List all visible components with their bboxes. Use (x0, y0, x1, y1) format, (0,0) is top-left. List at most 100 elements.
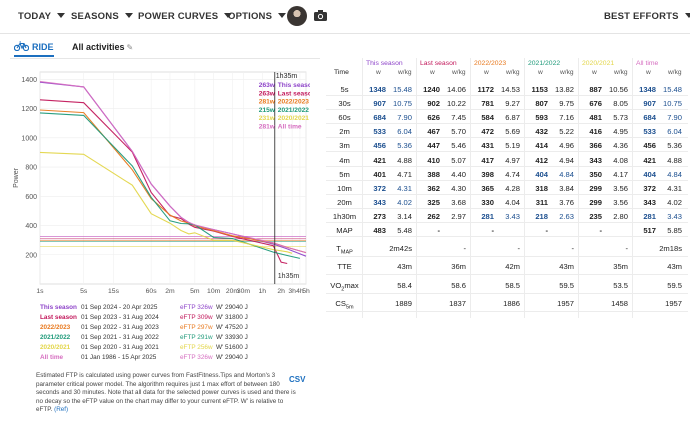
watts-cell[interactable]: 584 (481, 113, 494, 123)
wkg-cell[interactable]: 15.48 (662, 85, 682, 94)
wkg-cell[interactable]: 3.56 (613, 183, 628, 193)
watts-cell[interactable]: 456 (643, 141, 656, 151)
wkg-cell[interactable]: 3.14 (397, 211, 412, 221)
watts-cell[interactable]: 350 (589, 169, 602, 179)
wkg-cell[interactable]: 4.94 (559, 155, 574, 165)
watts-cell[interactable]: 366 (589, 141, 602, 151)
watts-cell[interactable]: 365 (481, 183, 494, 193)
watts-cell[interactable]: 676 (589, 99, 602, 109)
wkg-cell[interactable]: 4.97 (505, 155, 520, 165)
wkg-cell[interactable]: 5.73 (613, 113, 628, 123)
watts-cell[interactable]: 401 (373, 169, 386, 179)
wkg-cell[interactable]: 4.95 (613, 127, 628, 137)
season-column-header[interactable]: All time (636, 60, 659, 67)
summary-value[interactable]: 58.5 (505, 280, 520, 290)
wkg-cell[interactable]: 4.30 (451, 183, 466, 193)
wkg-cell[interactable]: 5.69 (505, 127, 520, 137)
summary-value[interactable]: 59.5 (667, 280, 682, 290)
summary-value[interactable]: 1957 (665, 298, 682, 308)
summary-value[interactable]: 36m (451, 262, 466, 272)
summary-value[interactable]: 58.6 (451, 280, 466, 290)
watts-cell[interactable]: 273 (373, 211, 386, 221)
wkg-cell[interactable]: 7.90 (397, 113, 412, 123)
season-column-header[interactable]: 2021/2022 (528, 60, 561, 67)
wkg-cell[interactable]: 7.16 (559, 113, 574, 123)
watts-cell[interactable]: 416 (589, 127, 602, 137)
watts-cell[interactable]: 483 (373, 226, 386, 235)
best-efforts-menu[interactable]: BEST EFFORTS (604, 11, 690, 22)
watts-cell[interactable]: 481 (589, 113, 602, 123)
watts-cell[interactable]: 421 (643, 155, 656, 165)
watts-cell[interactable]: 281 (643, 211, 656, 221)
watts-cell[interactable]: 417 (481, 155, 494, 165)
watts-cell[interactable]: 456 (373, 141, 386, 151)
watts-cell[interactable]: 467 (427, 127, 440, 137)
summary-value[interactable]: 1889 (395, 298, 412, 308)
wkg-cell[interactable]: 5.70 (451, 127, 466, 137)
watts-cell[interactable]: 902 (427, 99, 440, 109)
watts-cell[interactable]: 362 (427, 183, 440, 193)
watts-cell[interactable]: 421 (373, 155, 386, 165)
watts-cell[interactable]: 262 (427, 211, 440, 221)
watts-cell[interactable]: - (437, 226, 440, 235)
pencil-icon[interactable]: ✎ (126, 43, 134, 52)
csv-button[interactable]: CSV (289, 375, 306, 384)
watts-cell[interactable]: 472 (481, 127, 494, 137)
camera-icon[interactable] (314, 10, 327, 21)
summary-value[interactable]: 2m18s (659, 244, 682, 254)
wkg-cell[interactable]: 10.56 (608, 85, 628, 94)
legend-row[interactable]: 2020/2021 01 Sep 2020 - 31 Aug 2021 eFTP 2… (40, 344, 320, 354)
watts-cell[interactable]: 404 (535, 169, 548, 179)
watts-cell[interactable]: 330 (481, 197, 494, 207)
seasons-menu[interactable]: SEASONS (71, 11, 133, 22)
summary-value[interactable]: - (571, 244, 574, 254)
watts-cell[interactable]: 372 (643, 183, 656, 193)
season-column-header[interactable]: Last season (420, 60, 457, 67)
watts-cell[interactable]: 281 (481, 211, 494, 221)
watts-cell[interactable]: 907 (643, 99, 656, 109)
wkg-cell[interactable]: 4.40 (451, 169, 466, 179)
wkg-cell[interactable]: 4.02 (667, 197, 682, 207)
wkg-cell[interactable]: 9.75 (559, 99, 574, 109)
wkg-cell[interactable]: 5.07 (451, 155, 466, 165)
summary-value[interactable]: - (517, 244, 520, 254)
wkg-cell[interactable]: 4.36 (613, 141, 628, 151)
wkg-cell[interactable]: 5.22 (559, 127, 574, 137)
watts-cell[interactable]: 533 (643, 127, 656, 137)
summary-value[interactable]: - (463, 244, 466, 254)
watts-cell[interactable]: - (599, 226, 602, 235)
watts-cell[interactable]: 343 (373, 197, 386, 207)
watts-cell[interactable]: 412 (535, 155, 548, 165)
wkg-cell[interactable]: 5.48 (397, 226, 412, 235)
season-column-header[interactable]: 2020/2021 (582, 60, 615, 67)
wkg-cell[interactable]: 2.63 (559, 211, 574, 221)
watts-cell[interactable]: 431 (481, 141, 494, 151)
watts-cell[interactable]: 447 (427, 141, 440, 151)
season-column-header[interactable]: 2022/2023 (474, 60, 507, 67)
wkg-cell[interactable]: 4.04 (505, 197, 520, 207)
wkg-cell[interactable]: 4.08 (613, 155, 628, 165)
power-curves-menu[interactable]: POWER CURVES (138, 11, 233, 22)
watts-cell[interactable]: 684 (643, 113, 656, 123)
watts-cell[interactable]: 626 (427, 113, 440, 123)
wkg-cell[interactable]: 6.04 (667, 127, 682, 137)
legend-row[interactable]: This season 01 Sep 2024 - 20 Apr 2025 eFTP… (40, 304, 320, 314)
watts-cell[interactable]: 1348 (369, 85, 386, 94)
wkg-cell[interactable]: 4.84 (667, 169, 682, 179)
watts-cell[interactable]: 684 (373, 113, 386, 123)
wkg-cell[interactable]: 4.31 (397, 183, 412, 193)
wkg-cell[interactable]: 4.17 (613, 169, 628, 179)
wkg-cell[interactable]: 3.84 (559, 183, 574, 193)
tab-ride[interactable]: RIDE (14, 39, 54, 57)
today-menu[interactable]: TODAY (18, 11, 66, 22)
watts-cell[interactable]: 533 (373, 127, 386, 137)
wkg-cell[interactable]: 9.27 (505, 99, 520, 109)
wkg-cell[interactable]: 7.90 (667, 113, 682, 123)
wkg-cell[interactable]: 3.56 (613, 197, 628, 207)
wkg-cell[interactable]: 3.76 (559, 197, 574, 207)
wkg-cell[interactable]: 4.71 (397, 169, 412, 179)
avatar[interactable] (287, 6, 307, 26)
watts-cell[interactable]: 907 (373, 99, 386, 109)
wkg-cell[interactable]: 5.36 (667, 141, 682, 151)
watts-cell[interactable]: 781 (481, 99, 494, 109)
